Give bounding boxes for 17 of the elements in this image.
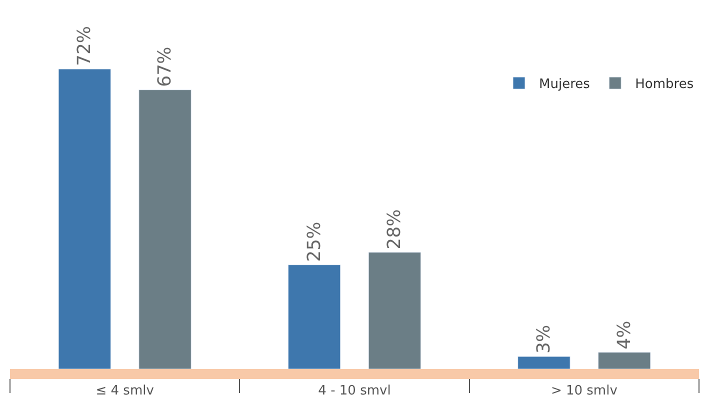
x-tick-label: 4 - 10 smvl xyxy=(318,384,391,399)
bar xyxy=(598,352,651,369)
legend-label: Hombres xyxy=(635,77,694,92)
legend-label: Mujeres xyxy=(539,77,590,92)
data-label: 4% xyxy=(614,320,635,350)
x-tick-label: > 10 smlv xyxy=(550,384,618,399)
x-tick-label: ≤ 4 smlv xyxy=(96,384,154,399)
data-label: 28% xyxy=(384,209,406,250)
bar xyxy=(518,356,570,369)
bar xyxy=(288,264,341,369)
data-label: 67% xyxy=(154,46,176,87)
data-label: 25% xyxy=(304,222,325,262)
bar xyxy=(138,90,192,369)
data-label: 72% xyxy=(74,26,96,66)
bar xyxy=(368,252,422,369)
data-label: 3% xyxy=(533,324,554,354)
bar xyxy=(58,68,112,369)
